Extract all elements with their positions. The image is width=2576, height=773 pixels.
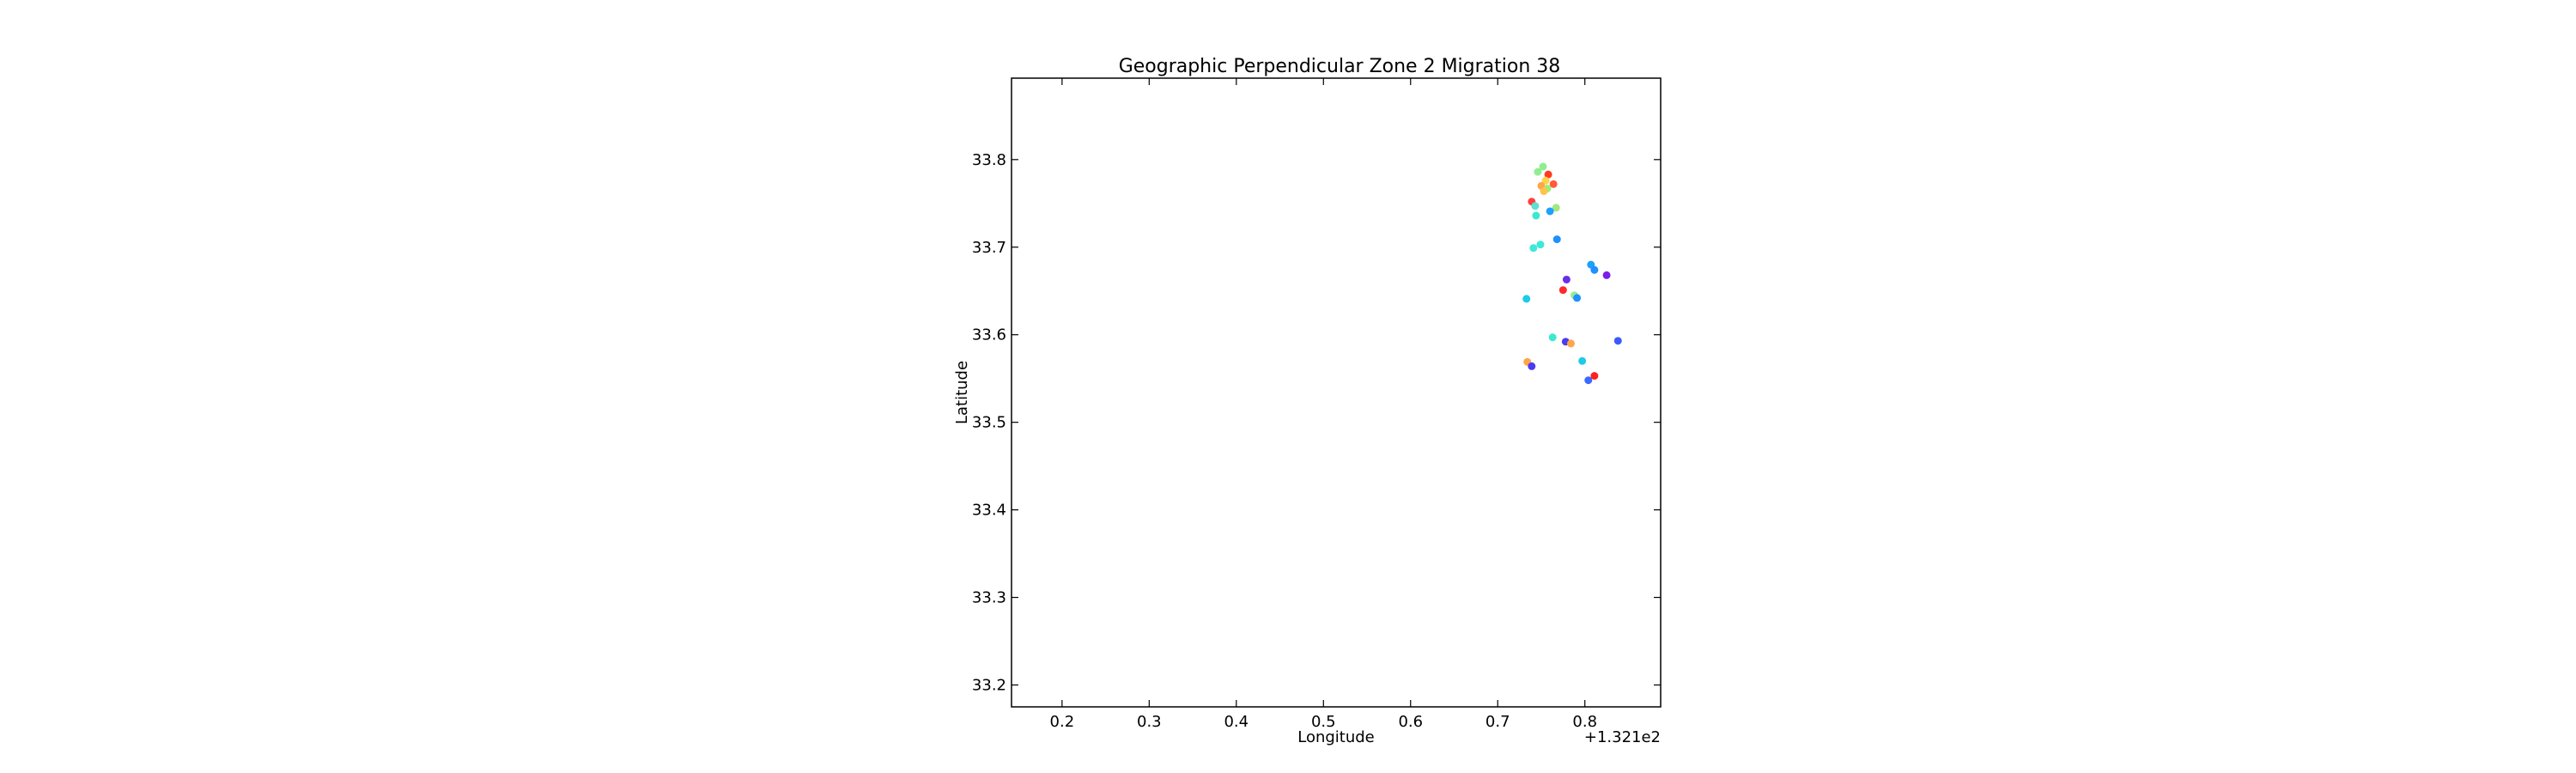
x-tick-label: 0.7 xyxy=(1485,713,1510,731)
y-axis: 33.2 33.3 33.4 33.5 33.6 33.7 33.8 xyxy=(972,151,1661,695)
scatter-point xyxy=(1546,207,1554,216)
scatter-series xyxy=(1522,162,1622,385)
scatter-point xyxy=(1531,202,1540,210)
x-axis: 0.2 0.3 0.4 0.5 0.6 0.7 0.8 xyxy=(1050,78,1597,731)
scatter-point xyxy=(1549,180,1558,188)
x-tick-label: 0.5 xyxy=(1311,713,1336,731)
x-tick-label: 0.4 xyxy=(1224,713,1249,731)
scatter-point xyxy=(1528,362,1536,370)
scatter-point xyxy=(1540,187,1548,196)
x-tick-label: 0.3 xyxy=(1137,713,1162,731)
scatter-point xyxy=(1613,337,1622,345)
x-axis-offset-label: +1.321e2 xyxy=(1584,728,1661,746)
x-tick-label: 0.6 xyxy=(1398,713,1423,731)
scatter-point xyxy=(1578,356,1587,365)
y-tick-label: 33.6 xyxy=(972,326,1006,344)
scatter-point xyxy=(1562,275,1571,283)
scatter-point xyxy=(1584,376,1593,385)
scatter-point xyxy=(1529,244,1538,253)
scatter-point xyxy=(1552,235,1561,244)
scatter-point xyxy=(1536,240,1545,249)
scatter-point xyxy=(1558,286,1567,295)
scatter-point xyxy=(1602,271,1611,279)
y-tick-label: 33.7 xyxy=(972,239,1006,257)
x-tick-label: 0.8 xyxy=(1572,713,1597,731)
scatter-point xyxy=(1590,265,1599,274)
scatter-point xyxy=(1534,167,1542,176)
scatter-point xyxy=(1539,162,1547,171)
y-tick-label: 33.2 xyxy=(972,677,1006,695)
scatter-point xyxy=(1522,295,1531,303)
scatter-point xyxy=(1544,170,1552,179)
scatter-point xyxy=(1573,294,1582,302)
x-axis-label: Longitude xyxy=(1297,728,1375,746)
scatter-point xyxy=(1541,176,1550,185)
scatter-point xyxy=(1566,339,1575,348)
x-tick-label: 0.2 xyxy=(1050,713,1075,731)
scatter-point xyxy=(1552,204,1560,212)
y-tick-label: 33.4 xyxy=(972,502,1006,520)
y-tick-label: 33.8 xyxy=(972,151,1006,169)
y-axis-label: Latitude xyxy=(953,361,971,424)
y-tick-label: 33.5 xyxy=(972,414,1006,432)
scatter-point xyxy=(1532,211,1540,220)
scatter-point xyxy=(1590,372,1599,380)
scatter-point xyxy=(1548,333,1557,342)
chart-title: Geographic Perpendicular Zone 2 Migratio… xyxy=(1119,56,1561,77)
plot-area xyxy=(1011,77,1662,708)
y-tick-label: 33.3 xyxy=(972,589,1006,607)
